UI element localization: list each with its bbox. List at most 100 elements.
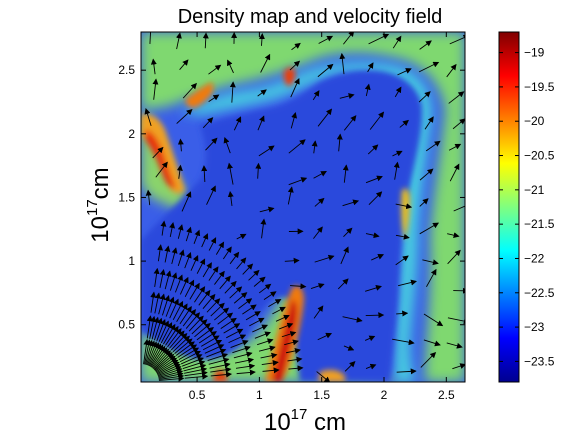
velocity-arrow	[219, 275, 231, 290]
velocity-arrow	[312, 90, 320, 101]
velocity-arrow	[290, 283, 307, 290]
velocity-arrow	[202, 293, 216, 309]
velocity-arrow	[252, 324, 269, 333]
velocity-arrow	[253, 276, 266, 287]
velocity-arrow	[149, 315, 157, 339]
y-tick-label: 1.5	[118, 190, 135, 204]
dense-knot-right-edge	[401, 188, 410, 240]
velocity-field	[143, 32, 465, 382]
velocity-arrow	[146, 315, 153, 339]
colorbar-tick-label: −19.5	[524, 80, 555, 94]
velocity-arrow	[310, 283, 325, 290]
velocity-arrow	[208, 94, 220, 102]
velocity-arrow	[368, 33, 390, 45]
velocity-arrow	[151, 316, 160, 340]
velocity-arrow	[317, 63, 334, 78]
velocity-arrow	[202, 339, 223, 351]
velocity-arrow	[236, 369, 256, 376]
velocity-arrow	[261, 360, 279, 366]
velocity-arrow	[368, 191, 383, 206]
velocity-arrow	[260, 218, 267, 239]
velocity-arrow	[165, 296, 175, 317]
x-tick-label: 0.5	[189, 388, 206, 402]
velocity-arrow	[208, 237, 217, 251]
velocity-arrow	[196, 258, 206, 274]
velocity-arrow	[227, 162, 234, 185]
velocity-arrow	[268, 298, 282, 308]
velocity-arrow	[209, 362, 231, 369]
velocity-arrow	[317, 332, 333, 341]
velocity-arrow	[364, 83, 371, 97]
velocity-arrow	[184, 252, 192, 269]
velocity-arrow	[369, 111, 385, 130]
velocity-arrow	[257, 338, 274, 346]
velocity-arrow	[290, 112, 298, 129]
velocity-arrow	[263, 291, 277, 301]
velocity-arrow	[182, 82, 197, 99]
velocity-arrow	[365, 312, 385, 319]
density-core-region	[141, 70, 423, 382]
velocity-arrow	[227, 59, 234, 74]
velocity-arrow	[313, 305, 324, 319]
velocity-arrow	[226, 328, 244, 339]
velocity-arrow	[165, 325, 179, 346]
velocity-arrow	[249, 317, 265, 327]
velocity-arrow	[144, 108, 152, 127]
velocity-arrow	[164, 245, 171, 263]
velocity-arrow	[229, 81, 236, 103]
y-axis-label: 1017cm	[84, 167, 114, 242]
velocity-arrow	[396, 368, 417, 375]
velocity-arrow	[365, 363, 377, 370]
velocity-arrow	[452, 118, 465, 130]
velocity-arrow	[289, 60, 301, 71]
velocity-arrow	[163, 323, 176, 345]
x-axis: 0.5 1 1.5 2 2.5	[189, 32, 455, 402]
velocity-arrow	[398, 279, 417, 287]
velocity-arrow	[223, 323, 241, 334]
velocity-arrow	[343, 227, 353, 237]
velocity-arrow	[342, 199, 360, 207]
velocity-arrow	[419, 198, 429, 207]
velocity-arrow	[160, 220, 167, 236]
velocity-arrow	[260, 352, 278, 359]
velocity-arrow	[423, 339, 441, 347]
velocity-arrow	[397, 68, 412, 76]
velocity-arrow	[208, 357, 230, 365]
colorbar-tick-label: −20	[524, 114, 545, 128]
velocity-arrow	[291, 42, 301, 51]
velocity-arrow	[204, 344, 225, 354]
velocity-arrow	[217, 312, 234, 325]
velocity-arrow	[236, 233, 247, 240]
velocity-arrow	[396, 310, 409, 317]
colorbar-tick-label: −19	[524, 46, 545, 60]
velocity-arrow	[317, 108, 333, 127]
velocity-arrow	[177, 224, 184, 239]
velocity-arrow	[201, 335, 220, 347]
velocity-arrow	[259, 206, 275, 213]
velocity-arrow	[394, 86, 402, 98]
velocity-arrow	[447, 317, 465, 325]
velocity-arrow	[206, 185, 216, 205]
velocity-arrow	[207, 353, 229, 362]
velocity-arrow	[175, 32, 182, 50]
velocity-arrow	[392, 35, 402, 49]
velocity-arrow	[153, 267, 160, 288]
velocity-arrow	[159, 268, 166, 288]
colorbar-tick-label: −21.5	[524, 217, 555, 231]
velocity-arrow	[185, 226, 192, 242]
colorbar	[498, 31, 520, 383]
velocity-arrow	[426, 268, 437, 288]
velocity-arrow	[210, 302, 225, 317]
velocity-arrow	[395, 203, 413, 210]
velocity-arrow	[215, 241, 225, 255]
velocity-arrow	[184, 373, 209, 380]
colorbar-tick-label: −23.5	[524, 354, 555, 368]
velocity-arrow	[179, 306, 192, 325]
colorbar-tick-label: −23	[524, 320, 545, 334]
dense-knot-top-left	[185, 82, 214, 108]
velocity-arrow	[365, 232, 380, 239]
velocity-arrow	[242, 263, 254, 275]
velocity-arrow	[262, 367, 280, 374]
velocity-arrow	[245, 311, 261, 321]
